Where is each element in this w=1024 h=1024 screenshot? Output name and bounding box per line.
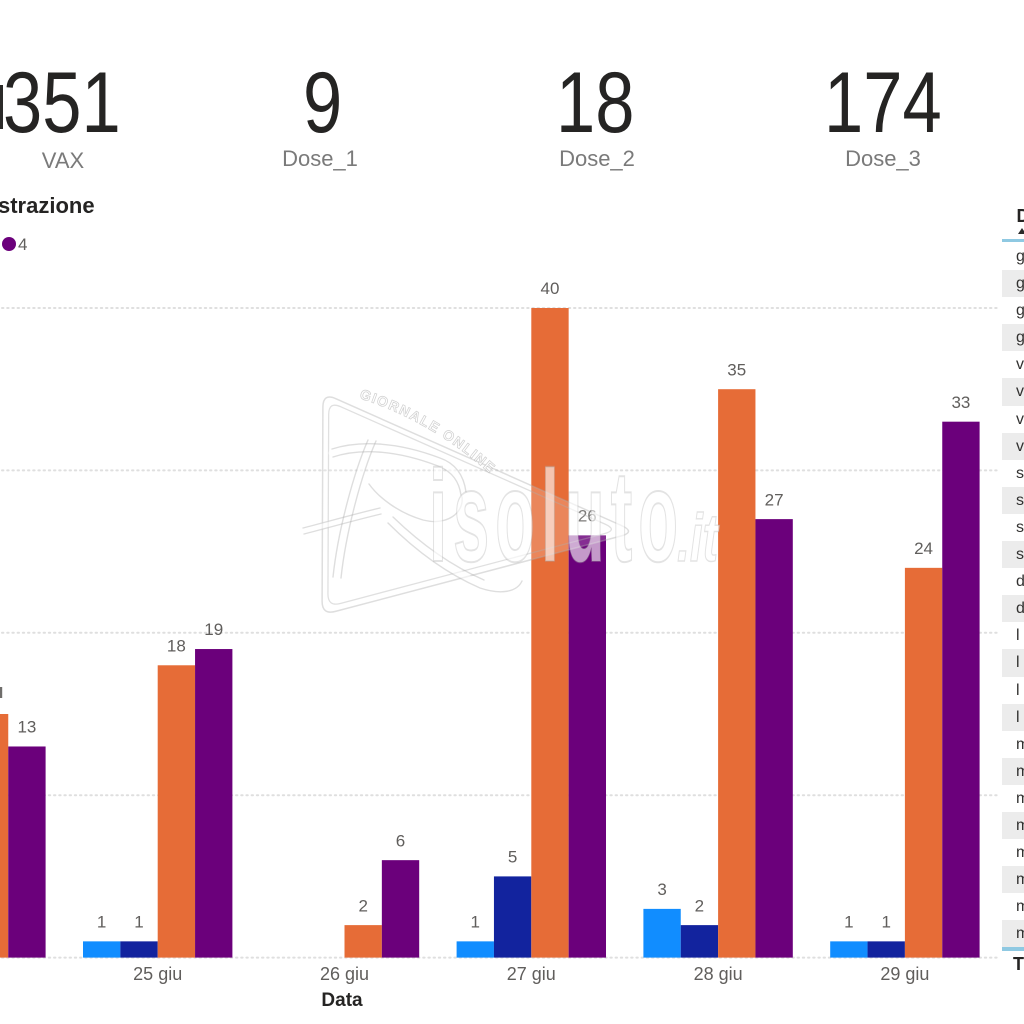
svg-text:2: 2 xyxy=(358,896,367,915)
svg-text:26 giu: 26 giu xyxy=(320,964,369,984)
svg-text:18: 18 xyxy=(167,636,186,655)
svg-text:27 giu: 27 giu xyxy=(507,964,556,984)
svg-text:29 giu: 29 giu xyxy=(880,964,929,984)
svg-text:1: 1 xyxy=(97,913,106,932)
svg-text:33: 33 xyxy=(951,393,970,412)
svg-text:1: 1 xyxy=(844,913,853,932)
svg-text:.it: .it xyxy=(677,500,720,576)
svg-text:3: 3 xyxy=(657,880,666,899)
svg-text:Data: Data xyxy=(321,990,363,1011)
svg-text:24: 24 xyxy=(914,539,933,558)
svg-text:27: 27 xyxy=(765,490,784,509)
svg-text:26: 26 xyxy=(578,507,597,526)
svg-text:13: 13 xyxy=(17,718,36,737)
svg-text:1: 1 xyxy=(471,913,480,932)
svg-text:19: 19 xyxy=(204,620,223,639)
svg-text:25 giu: 25 giu xyxy=(133,964,182,984)
svg-text:1: 1 xyxy=(881,913,890,932)
svg-text:5: 5 xyxy=(508,848,517,867)
svg-text:28 giu: 28 giu xyxy=(694,964,743,984)
svg-text:isoluto: isoluto xyxy=(429,443,684,588)
svg-text:35: 35 xyxy=(727,360,746,379)
svg-text:40: 40 xyxy=(541,279,560,298)
svg-text:2: 2 xyxy=(695,896,704,915)
svg-text:6: 6 xyxy=(396,831,405,850)
svg-text:1: 1 xyxy=(134,913,143,932)
